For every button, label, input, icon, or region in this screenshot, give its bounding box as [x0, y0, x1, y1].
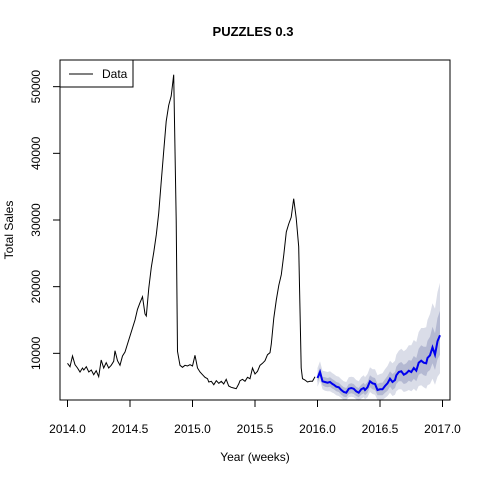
x-tick-label: 2015.5: [237, 422, 274, 436]
series-line-forecast: [316, 334, 441, 395]
y-tick-label: 20000: [29, 270, 43, 304]
y-tick-label: 40000: [29, 136, 43, 170]
x-axis: 2014.0 2014.5 2015.0 2015.5 2016.0 2016.5 2017…: [49, 399, 461, 436]
x-tick-label: 2015.0: [174, 422, 211, 436]
y-tick-label: 10000: [29, 336, 43, 370]
chart-title: PUZZLES 0.3: [213, 24, 294, 39]
x-tick-label: 2017.0: [424, 422, 461, 436]
y-axis: 10000 20000 30000 40000 50000: [29, 70, 61, 370]
x-tick-label: 2014.5: [112, 422, 149, 436]
legend: Data: [59, 59, 134, 88]
plot-frame: [59, 59, 451, 401]
x-tick-label: 2016.5: [362, 422, 399, 436]
legend-label-data: Data: [102, 67, 128, 81]
x-tick-label: 2014.0: [49, 422, 86, 436]
x-axis-label: Year (weeks): [220, 450, 290, 464]
series-line-data: [67, 74, 316, 390]
forecast-band-inner: [317, 310, 440, 398]
y-tick-label: 50000: [29, 70, 43, 104]
series-lines: [67, 74, 441, 395]
y-axis-label: Total Sales: [2, 201, 16, 260]
y-tick-label: 30000: [29, 203, 43, 237]
x-tick-label: 2016.0: [299, 422, 336, 436]
forecast-bands: [317, 282, 440, 401]
